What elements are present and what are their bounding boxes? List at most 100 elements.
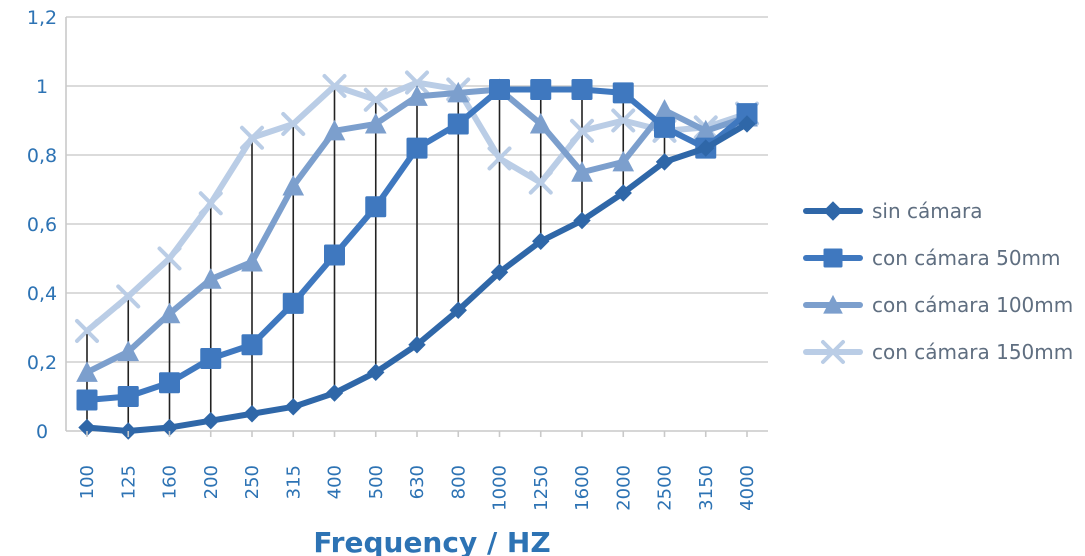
- series-sin-camara: [78, 115, 756, 440]
- data-point-sin-camara: [697, 139, 715, 157]
- x-tick-label: 2000: [613, 465, 634, 511]
- data-point-sin-camara: [614, 184, 632, 202]
- data-point-con-camara-100mm: [612, 150, 635, 172]
- y-tick-label: 0,2: [27, 352, 57, 374]
- y-tick-label: 0: [36, 421, 48, 443]
- data-point-sin-camara: [532, 232, 550, 250]
- data-point-con-camara-50mm: [365, 196, 387, 218]
- legend-label: con cámara 100mm: [872, 293, 1073, 317]
- data-point-con-camara-150mm: [75, 318, 99, 343]
- legend-item-con-camara-100mm: con cámara 100mm: [803, 293, 1073, 317]
- data-point-sin-camara: [202, 411, 220, 430]
- data-point-con-camara-150mm: [405, 70, 429, 95]
- legend-item-sin-camara: sin cámara: [803, 199, 982, 223]
- data-point-sin-camara: [408, 336, 426, 354]
- data-point-sin-camara: [325, 384, 344, 402]
- legend-item-con-camara-50mm: con cámara 50mm: [803, 246, 1061, 270]
- legend-label: sin cámara: [872, 199, 982, 223]
- x-tick-label: 400: [325, 465, 346, 499]
- data-point-con-camara-50mm: [654, 116, 675, 138]
- x-tick-label: 250: [242, 465, 263, 499]
- legend-label: con cámara 50mm: [872, 246, 1061, 270]
- data-point-sin-camara: [449, 301, 467, 319]
- data-point-con-camara-100mm: [571, 161, 593, 182]
- x-tick-label: 500: [366, 465, 387, 499]
- data-point-con-camara-150mm: [240, 125, 264, 150]
- data-point-con-camara-100mm: [406, 85, 428, 106]
- x-tick-label: 630: [407, 465, 428, 499]
- x-tick-label: 1000: [490, 465, 511, 511]
- data-point-con-camara-100mm: [158, 302, 181, 324]
- x-tick-label: 125: [118, 465, 139, 499]
- x-tick-label: 800: [448, 465, 469, 499]
- legend-marker: [823, 201, 843, 221]
- data-point-sin-camara: [490, 263, 509, 282]
- x-tick-label: 1250: [531, 465, 552, 511]
- data-point-con-camara-100mm: [241, 250, 263, 272]
- data-point-con-camara-50mm: [612, 82, 634, 104]
- x-tick-label: 1600: [572, 465, 593, 511]
- axis-layer: 0 0,2 0,4 0,6 0,8 1 1,2 100 125 160 200 250 315 400 50…: [27, 7, 758, 511]
- legend-label: con cámara 150mm: [872, 340, 1073, 364]
- data-point-con-camara-150mm: [363, 87, 388, 112]
- y-tick-label: 0,8: [27, 145, 57, 167]
- series-layer: [75, 70, 759, 440]
- legend-marker: [823, 248, 843, 268]
- data-point-con-camara-50mm: [282, 292, 304, 314]
- x-tick-label: 315: [283, 465, 304, 499]
- data-point-sin-camara: [367, 363, 385, 382]
- data-point-con-camara-50mm: [447, 113, 469, 135]
- data-point-con-camara-50mm: [324, 244, 345, 266]
- legend-item-con-camara-150mm: con cámara 150mm: [803, 340, 1073, 364]
- data-point-con-camara-100mm: [199, 268, 222, 289]
- legend-marker: [823, 294, 843, 314]
- data-point-sin-camara: [284, 398, 302, 416]
- data-point-con-camara-150mm: [198, 191, 223, 216]
- data-point-con-camara-100mm: [364, 112, 387, 134]
- x-tick-label: 160: [160, 465, 181, 499]
- data-point-con-camara-50mm: [76, 389, 98, 411]
- x-tick-label: 4000: [737, 465, 758, 511]
- data-point-con-camara-100mm: [529, 112, 552, 134]
- data-point-con-camara-100mm: [282, 174, 305, 196]
- y-tick-label: 1: [36, 76, 48, 98]
- x-tick-label: 3150: [696, 465, 717, 511]
- data-point-con-camara-100mm: [447, 81, 470, 103]
- y-tick-label: 0,4: [27, 283, 57, 305]
- data-point-con-camara-100mm: [653, 99, 676, 120]
- data-point-con-camara-150mm: [611, 108, 636, 133]
- data-point-con-camara-50mm: [200, 348, 222, 370]
- data-point-con-camara-150mm: [322, 74, 347, 98]
- data-point-sin-camara: [655, 153, 674, 171]
- y-tick-label: 1,2: [27, 7, 57, 29]
- data-point-con-camara-150mm: [281, 111, 306, 136]
- data-point-con-camara-50mm: [117, 386, 139, 407]
- data-point-con-camara-50mm: [406, 137, 428, 159]
- legend: sin cámara con cámara 50mm con cámara 100m…: [803, 199, 1073, 364]
- data-point-sin-camara: [738, 115, 756, 133]
- x-tick-label: 100: [77, 465, 98, 499]
- data-point-con-camara-150mm: [116, 284, 141, 309]
- data-point-con-camara-100mm: [76, 361, 98, 382]
- data-point-con-camara-50mm: [241, 334, 263, 356]
- data-point-sin-camara: [573, 211, 591, 230]
- legend-marker: [821, 340, 845, 364]
- data-point-con-camara-150mm: [487, 146, 512, 171]
- x-axis-title: Frequency / HZ: [313, 526, 550, 556]
- y-tick-label: 0,6: [27, 214, 57, 236]
- x-tick-label: 200: [201, 465, 222, 499]
- data-point-con-camara-50mm: [530, 78, 552, 100]
- data-point-con-camara-50mm: [159, 372, 180, 394]
- data-point-con-camara-50mm: [489, 78, 510, 100]
- data-point-con-camara-100mm: [323, 119, 346, 141]
- data-point-con-camara-150mm: [157, 246, 182, 271]
- data-point-con-camara-50mm: [571, 78, 593, 100]
- data-point-con-camara-150mm: [570, 118, 594, 143]
- data-point-sin-camara: [243, 405, 261, 423]
- series-con-camara-100mm: [76, 78, 758, 382]
- series-con-camara-150mm: [75, 70, 759, 343]
- data-point-con-camara-150mm: [528, 170, 553, 195]
- data-point-con-camara-100mm: [117, 340, 140, 362]
